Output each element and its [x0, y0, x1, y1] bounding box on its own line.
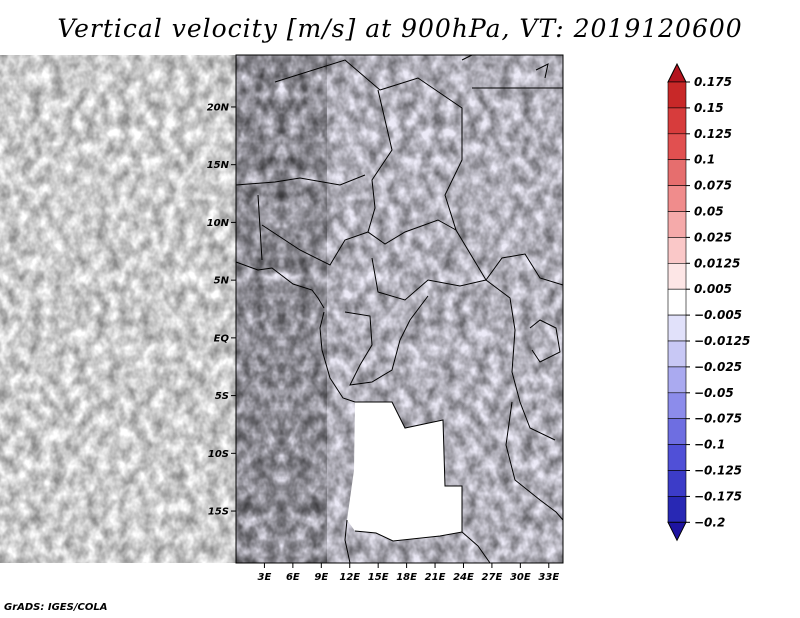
y-tick-label: 15N [207, 160, 230, 171]
colorbar-label: 0.075 [694, 179, 732, 193]
missing-data-region [347, 402, 462, 541]
colorbar-segment [667, 340, 687, 368]
colorbar-segment [667, 185, 687, 212]
y-tick-label: 15S [208, 507, 229, 518]
colorbar-segment [667, 237, 687, 264]
colorbar-segment [667, 470, 687, 497]
colorbar-label: 0.125 [694, 127, 732, 141]
colorbar-segment [667, 159, 687, 186]
colorbar-bottom-arrow [667, 521, 687, 542]
y-tick-label: 10N [207, 218, 230, 229]
colorbar-label: −0.025 [694, 360, 742, 374]
y-tick-label: 5N [214, 276, 230, 287]
x-tick-label: 6E [286, 572, 300, 583]
colorbar-label: −0.05 [694, 386, 734, 400]
x-tick-label: 3E [258, 572, 272, 583]
credit-label: GrADS: IGES/COLA [4, 602, 108, 613]
colorbar-segment [667, 288, 687, 316]
colorbar-label: −0.1 [694, 438, 725, 452]
x-tick-label: 12E [339, 572, 360, 583]
colorbar-label: −0.175 [694, 489, 742, 503]
x-tick-label: 9E [314, 572, 328, 583]
map-field-red-noise [0, 55, 327, 563]
colorbar-label: −0.075 [694, 412, 742, 426]
colorbar-top-arrow [667, 62, 687, 83]
x-tick-label: 15E [368, 572, 389, 583]
colorbar-segment [667, 262, 687, 290]
colorbar-label: 0.0125 [694, 256, 740, 270]
y-tick-label: 20N [207, 102, 230, 113]
colorbar-label: 0.005 [694, 282, 732, 296]
map-frame [235, 54, 564, 564]
colorbar-label: −0.005 [694, 308, 742, 322]
x-tick-label: 27E [482, 572, 503, 583]
map-area [0, 54, 564, 564]
x-tick-label: 18E [396, 572, 417, 583]
x-axis: 3E 6E 9E 12E 15E 18E 21E 24E 27E 30E 33E [258, 563, 559, 583]
chart-title: Vertical velocity [m/s] at 900hPa, VT: 2… [57, 14, 743, 43]
colorbar-segment [667, 133, 687, 161]
y-tick-label: 10S [208, 449, 229, 460]
colorbar-label: 0.175 [694, 75, 732, 89]
colorbar-label: 0.025 [694, 230, 732, 244]
y-axis: 20N 15N 10N 5N EQ 5S 10S 15S [207, 102, 236, 518]
colorbar-label: −0.0125 [694, 334, 750, 348]
colorbar-label: −0.125 [694, 464, 742, 478]
colorbar-segment [667, 314, 687, 342]
colorbar: 0.175 0.15 0.125 0.1 0.075 0.05 0.025 0.0125 0.0… [667, 62, 750, 542]
x-tick-label: 21E [425, 572, 446, 583]
colorbar-segment [667, 81, 687, 109]
x-tick-label: 33E [538, 572, 559, 583]
colorbar-segment [667, 211, 687, 238]
colorbar-segment [667, 418, 687, 445]
colorbar-label: −0.2 [694, 515, 725, 529]
colorbar-segment [667, 107, 687, 135]
y-tick-label: 5S [215, 391, 229, 402]
colorbar-segment [667, 392, 687, 419]
boundaries [235, 54, 564, 564]
colorbar-segment [667, 366, 687, 394]
colorbar-label: 0.15 [694, 101, 724, 115]
x-tick-label: 24E [453, 572, 474, 583]
y-tick-label: EQ [214, 333, 230, 344]
colorbar-segment [667, 496, 687, 523]
colorbar-label: 0.1 [694, 153, 715, 167]
x-tick-label: 30E [510, 572, 531, 583]
colorbar-label: 0.05 [694, 205, 724, 219]
colorbar-segment [667, 444, 687, 471]
